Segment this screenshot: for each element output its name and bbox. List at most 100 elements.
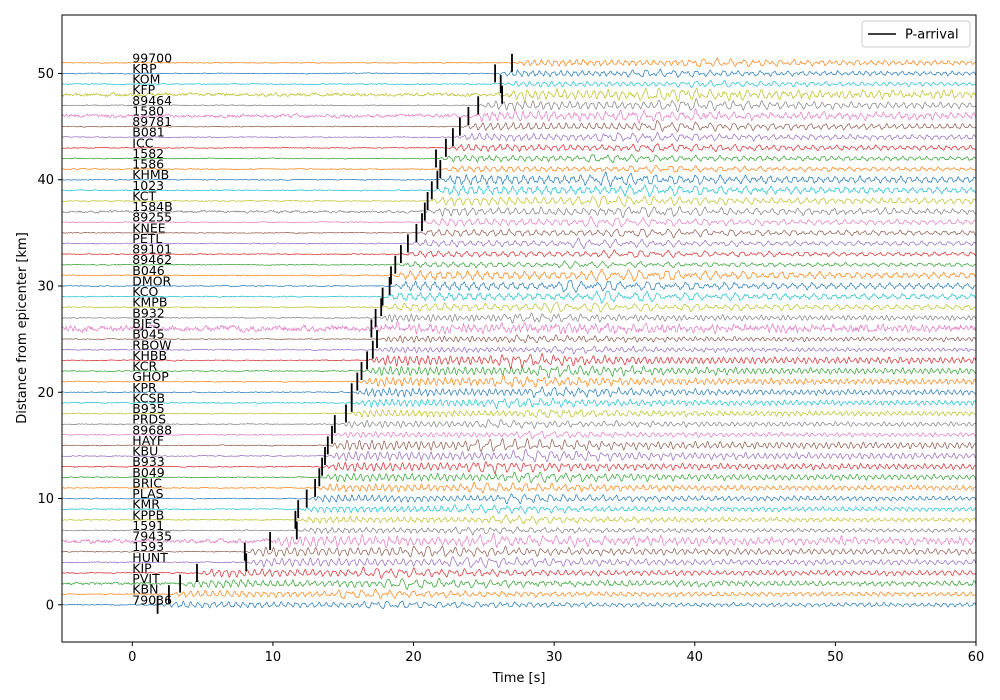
x-tick-label: 30	[546, 650, 563, 665]
trace-B046	[62, 268, 976, 282]
trace-1591	[62, 526, 976, 536]
trace-PVIT	[62, 577, 976, 590]
trace-PETL	[62, 237, 976, 249]
station-label: 99700	[132, 50, 172, 65]
station-label: 89688	[132, 422, 172, 437]
trace-79435	[62, 532, 976, 549]
station-label: 1593	[132, 539, 164, 554]
trace-KCSB	[62, 397, 976, 410]
station-label: 79435	[132, 529, 172, 544]
trace-KCO	[62, 290, 976, 304]
trace-99700	[62, 57, 976, 68]
trace-HAYF	[62, 437, 976, 452]
station-label: B049	[132, 465, 164, 480]
station-label: PRDS	[132, 412, 166, 427]
trace-KMR	[62, 503, 976, 515]
station-label: KMPB	[132, 295, 167, 310]
station-label: 1023	[132, 178, 164, 193]
y-tick-label: 30	[37, 279, 54, 294]
trace-BRIC	[62, 481, 976, 494]
y-tick-label: 50	[37, 67, 54, 82]
trace-GHOP	[62, 373, 976, 388]
trace-KNEE	[62, 228, 976, 239]
y-tick-label: 10	[37, 492, 54, 507]
trace-B049	[62, 471, 976, 484]
station-label: 1586	[132, 157, 164, 172]
legend-box	[861, 20, 971, 48]
station-label: KHMB	[132, 167, 169, 182]
station-label: PLAS	[132, 486, 163, 501]
station-label: 1582	[132, 146, 164, 161]
trace-1023	[62, 183, 976, 198]
station-label: KCT	[132, 189, 156, 204]
p-arrival-picks	[156, 53, 513, 614]
trace-1584B	[62, 206, 976, 219]
trace-PLAS	[62, 493, 976, 505]
station-label: HUNT	[132, 550, 168, 565]
station-label: B933	[132, 454, 164, 469]
station-label: KNEE	[132, 220, 165, 235]
waveform-traces	[62, 57, 976, 610]
station-label: ICC	[132, 135, 153, 150]
trace-89688	[62, 430, 976, 440]
station-label: KCSB	[132, 390, 165, 405]
station-labels: 79036KBNPVITKIPHUNT1593794351591KPPBKMRP…	[132, 50, 172, 607]
station-label: BJES	[132, 316, 160, 331]
station-label: DMOR	[132, 274, 171, 289]
trace-79036	[62, 600, 976, 610]
trace-B935	[62, 409, 976, 418]
trace-KHMB	[62, 171, 976, 188]
station-label: B081	[132, 125, 164, 140]
station-label: KOM	[132, 72, 160, 87]
trace-KHBB	[62, 352, 976, 370]
x-tick-label: 40	[686, 650, 703, 665]
x-tick-label: 60	[968, 650, 985, 665]
trace-B081	[62, 131, 976, 143]
trace-1582	[62, 154, 976, 163]
station-label: KRP	[132, 61, 157, 76]
station-label: PETL	[132, 231, 162, 246]
trace-PRDS	[62, 418, 976, 429]
trace-1580	[62, 108, 976, 124]
trace-KFP	[62, 87, 976, 102]
station-label: KBU	[132, 444, 158, 459]
station-label: 1584B	[132, 199, 172, 214]
trace-89781	[62, 120, 976, 133]
station-label: 89255	[132, 210, 172, 225]
station-label: B935	[132, 401, 164, 416]
trace-KBU	[62, 449, 976, 463]
y-tick-label: 40	[37, 173, 54, 188]
y-tick-label: 0	[46, 598, 54, 613]
legend: P-arrival	[861, 20, 971, 48]
x-axis-ticks: 0 10 20 30 40 50 60	[128, 642, 984, 665]
trace-KCT	[62, 195, 976, 208]
station-label: KPR	[132, 380, 157, 395]
legend-entry: P-arrival	[905, 28, 959, 43]
trace-89255	[62, 216, 976, 228]
x-tick-label: 20	[405, 650, 422, 665]
station-label: KIP	[132, 560, 152, 575]
trace-B933	[62, 461, 976, 475]
trace-RBOW	[62, 345, 976, 355]
plot-frame	[61, 14, 977, 643]
trace-ICC	[62, 143, 976, 153]
station-label: 89462	[132, 252, 172, 267]
station-label: KMR	[132, 497, 160, 512]
x-axis-label: Time [s]	[492, 671, 546, 686]
trace-89464	[62, 97, 976, 113]
station-label: BRIC	[132, 475, 162, 490]
trace-KPR	[62, 385, 976, 399]
trace-89101	[62, 249, 976, 259]
trace-89462	[62, 260, 976, 269]
trace-KBN	[62, 588, 976, 600]
trace-KRP	[62, 68, 976, 79]
station-label: 1580	[132, 104, 164, 119]
station-label: HAYF	[132, 433, 164, 448]
station-label: KHBB	[132, 348, 167, 363]
station-label: 89781	[132, 114, 172, 129]
station-label: KCR	[132, 359, 157, 374]
y-axis-ticks: 0 10 20 30 40 50	[37, 67, 62, 613]
station-label: PVIT	[132, 571, 160, 586]
station-label: KPPB	[132, 507, 164, 522]
trace-KMPB	[62, 301, 976, 313]
